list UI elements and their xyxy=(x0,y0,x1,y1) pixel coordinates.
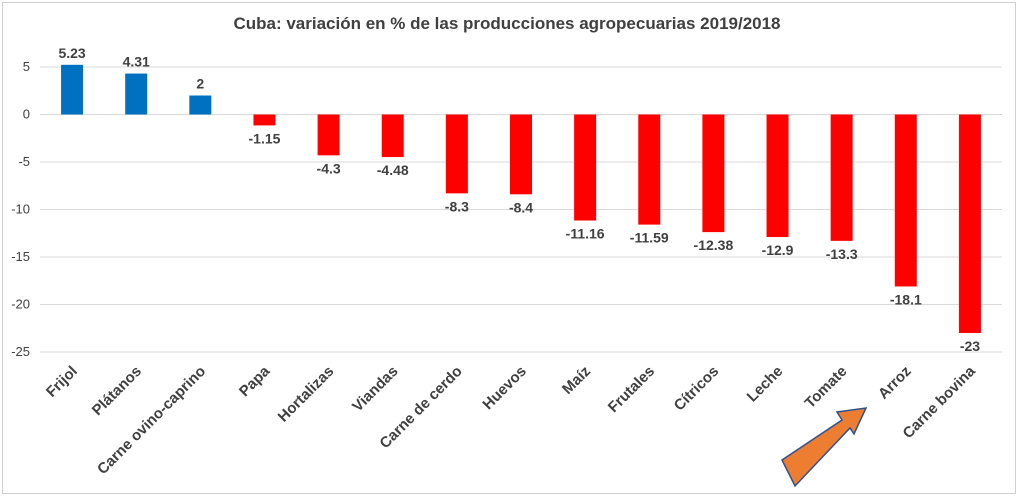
bar xyxy=(702,114,725,233)
x-tick-label: Maíz xyxy=(559,363,594,398)
data-label: -4.3 xyxy=(317,160,341,176)
bar xyxy=(894,114,917,287)
data-label: -12.38 xyxy=(694,237,734,253)
data-labels: 5.23 4.31 2 -1.15 -4.3 -4.48 -8.3 -8.4 -11.16 -11… xyxy=(58,45,980,354)
bars xyxy=(61,64,981,333)
data-label: -11.16 xyxy=(566,226,605,242)
x-tick-label: Papa xyxy=(236,362,274,400)
bar xyxy=(253,114,276,126)
annotations xyxy=(781,407,868,488)
data-label: -1.15 xyxy=(249,130,281,146)
x-tick-label: Hortalizas xyxy=(275,363,338,426)
chart-frame xyxy=(2,2,1016,494)
x-tick-label: Tomate xyxy=(802,363,851,412)
data-label: -4.48 xyxy=(377,162,409,178)
y-tick-label: -25 xyxy=(11,344,30,359)
y-tick-label: -5 xyxy=(18,154,30,169)
x-tick-label: Frutales xyxy=(605,363,658,416)
x-tick-label: Carne ovino-caprino xyxy=(94,363,209,478)
bar xyxy=(510,114,532,195)
data-label: -13.3 xyxy=(826,246,858,262)
x-tick-label: Huevos xyxy=(479,363,529,413)
y-axis-ticks: 5 0 -5 -10 -15 -20 -25 xyxy=(11,59,30,359)
y-tick-label: 0 xyxy=(23,107,30,122)
bar xyxy=(766,114,789,238)
arrow-annotation xyxy=(781,407,868,488)
bar xyxy=(830,114,853,241)
data-label: -8.3 xyxy=(445,198,469,214)
bar xyxy=(574,114,597,221)
bar xyxy=(381,114,404,158)
data-label: -11.59 xyxy=(630,230,669,246)
x-tick-label: Cítricos xyxy=(671,363,723,415)
data-label: -12.9 xyxy=(762,242,794,258)
x-tick-label: Leche xyxy=(744,363,787,406)
data-label: -23 xyxy=(960,338,980,354)
x-tick-label: Plátanos xyxy=(89,363,145,419)
chart-title: Cuba: variación en % de las producciones… xyxy=(233,14,781,33)
x-tick-label: Frijol xyxy=(43,363,81,401)
y-tick-label: -20 xyxy=(11,297,30,312)
bar xyxy=(445,114,468,194)
y-tick-label: -15 xyxy=(11,249,30,264)
x-tick-label: Viandas xyxy=(349,363,402,416)
y-tick-label: -10 xyxy=(11,202,30,217)
bar xyxy=(638,114,661,225)
bar xyxy=(317,114,340,156)
bar xyxy=(189,95,212,115)
x-tick-label: Arroz xyxy=(875,363,915,403)
data-label: 4.31 xyxy=(123,54,150,70)
data-label: 5.23 xyxy=(58,45,85,61)
bar xyxy=(125,73,148,115)
y-tick-label: 5 xyxy=(23,59,30,74)
data-label: -8.4 xyxy=(509,199,533,215)
bar xyxy=(958,114,981,333)
data-label: 2 xyxy=(196,76,204,92)
bar xyxy=(61,64,84,115)
data-label: -18.1 xyxy=(890,291,922,307)
